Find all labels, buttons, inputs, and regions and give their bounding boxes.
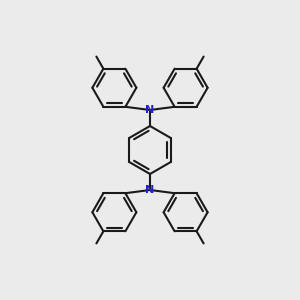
Text: N: N	[146, 185, 154, 195]
Text: N: N	[146, 105, 154, 115]
